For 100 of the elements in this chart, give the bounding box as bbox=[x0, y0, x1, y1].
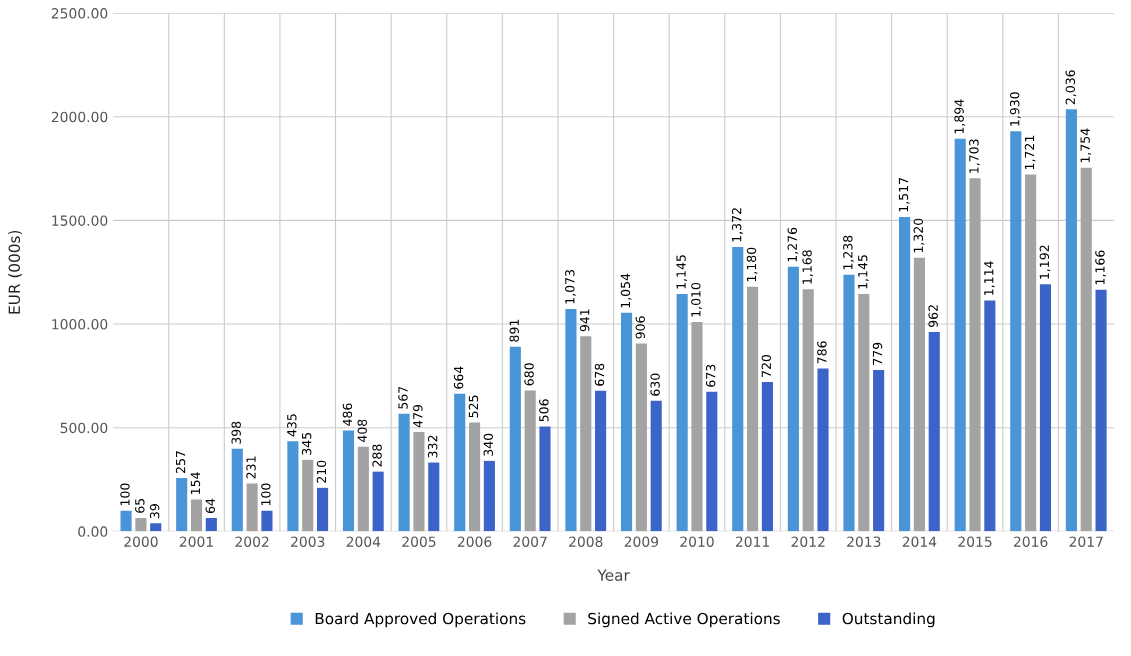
x-tick-label: 2004 bbox=[346, 536, 381, 547]
data-label: 1,145 bbox=[676, 255, 688, 289]
bar bbox=[428, 462, 440, 532]
data-label: 100 bbox=[261, 483, 271, 506]
y-tick-label: 0.00 bbox=[78, 526, 108, 537]
bar bbox=[802, 289, 814, 532]
data-label: 786 bbox=[817, 341, 827, 364]
bar bbox=[261, 510, 273, 532]
data-label: 1,114 bbox=[984, 261, 995, 295]
data-label: 408 bbox=[357, 419, 367, 443]
data-label: 1,320 bbox=[913, 218, 925, 253]
data-label: 891 bbox=[509, 319, 519, 342]
data-label: 64 bbox=[205, 498, 215, 514]
y-tick-label: 2500.00 bbox=[51, 8, 108, 19]
data-label: 1,894 bbox=[954, 99, 966, 134]
bar bbox=[650, 400, 662, 532]
bar bbox=[635, 343, 647, 532]
x-tick-label: 2014 bbox=[902, 536, 937, 547]
x-tick-label: 2006 bbox=[457, 536, 492, 547]
x-tick-label: 2005 bbox=[402, 536, 436, 547]
data-label: 567 bbox=[398, 386, 408, 409]
data-label: 231 bbox=[246, 456, 256, 479]
bar bbox=[413, 432, 425, 532]
bar bbox=[913, 257, 925, 532]
bar bbox=[509, 346, 521, 532]
data-label: 941 bbox=[579, 309, 590, 332]
data-label: 1,145 bbox=[858, 255, 869, 289]
bar bbox=[1025, 174, 1037, 532]
x-tick-label: 2013 bbox=[847, 536, 881, 547]
bar bbox=[398, 413, 410, 532]
data-label: 506 bbox=[539, 399, 549, 422]
bar bbox=[706, 391, 718, 532]
data-label: 1,073 bbox=[565, 270, 576, 304]
bar bbox=[969, 178, 981, 532]
x-tick-label: 2012 bbox=[791, 536, 825, 547]
data-label: 1,168 bbox=[802, 250, 814, 284]
bar bbox=[580, 336, 592, 532]
data-label: 630 bbox=[650, 373, 660, 396]
data-label: 678 bbox=[594, 363, 605, 386]
data-label: 664 bbox=[453, 366, 464, 389]
bar bbox=[1080, 167, 1092, 532]
bar bbox=[135, 517, 147, 532]
y-tick-label: 1000.00 bbox=[52, 319, 108, 330]
bar bbox=[316, 487, 329, 532]
bar bbox=[761, 382, 773, 532]
bar bbox=[620, 312, 633, 532]
data-label: 65 bbox=[135, 498, 145, 513]
bar bbox=[954, 138, 966, 532]
x-tick-label: 2010 bbox=[680, 536, 714, 547]
data-label: 962 bbox=[928, 305, 938, 328]
bar bbox=[676, 294, 688, 532]
data-label: 39 bbox=[149, 504, 160, 519]
data-label: 398 bbox=[231, 421, 241, 444]
data-label: 1,930 bbox=[1009, 92, 1021, 126]
x-axis-title: Year bbox=[597, 569, 630, 581]
legend-label: Signed Active Operations bbox=[588, 612, 780, 628]
data-label: 1,703 bbox=[969, 139, 980, 173]
bar bbox=[873, 369, 885, 532]
data-label: 435 bbox=[287, 414, 297, 437]
data-label: 680 bbox=[524, 363, 534, 386]
x-tick-label: 2008 bbox=[569, 536, 603, 547]
bar bbox=[732, 246, 744, 532]
x-tick-label: 2009 bbox=[624, 536, 659, 547]
bar bbox=[190, 499, 203, 532]
bar bbox=[565, 308, 577, 532]
bar bbox=[984, 300, 996, 532]
legend-label: Board Approved Operations bbox=[315, 612, 526, 628]
data-label: 210 bbox=[316, 460, 327, 483]
data-label: 288 bbox=[372, 444, 382, 467]
data-label: 1,721 bbox=[1024, 135, 1036, 170]
data-label: 1,517 bbox=[898, 178, 910, 212]
data-label: 154 bbox=[190, 472, 201, 494]
bar bbox=[691, 321, 703, 532]
x-tick-label: 2003 bbox=[291, 536, 325, 547]
data-label: 1,010 bbox=[691, 282, 702, 317]
bar bbox=[176, 478, 188, 532]
x-tick-label: 2002 bbox=[235, 536, 269, 547]
bar bbox=[928, 331, 940, 532]
bar bbox=[357, 446, 369, 532]
bar bbox=[1065, 109, 1077, 532]
bar bbox=[372, 471, 384, 532]
data-label: 673 bbox=[705, 364, 716, 387]
data-label: 779 bbox=[872, 342, 883, 365]
y-tick-label: 1500.00 bbox=[52, 215, 108, 226]
bar bbox=[524, 390, 536, 532]
legend-label: Outstanding bbox=[842, 612, 935, 628]
bar bbox=[817, 368, 829, 532]
bar bbox=[843, 274, 855, 532]
x-tick-label: 2017 bbox=[1069, 536, 1103, 547]
bar bbox=[287, 441, 299, 532]
data-label: 906 bbox=[635, 316, 645, 339]
bar bbox=[595, 390, 607, 532]
bar bbox=[454, 393, 466, 532]
data-label: 479 bbox=[413, 404, 423, 428]
data-label: 720 bbox=[761, 354, 772, 377]
x-tick-label: 2007 bbox=[513, 536, 547, 547]
data-label: 1,054 bbox=[620, 273, 632, 308]
x-tick-label: 2011 bbox=[735, 536, 769, 547]
bar bbox=[787, 266, 799, 532]
y-tick-label: 2000.00 bbox=[51, 111, 108, 123]
